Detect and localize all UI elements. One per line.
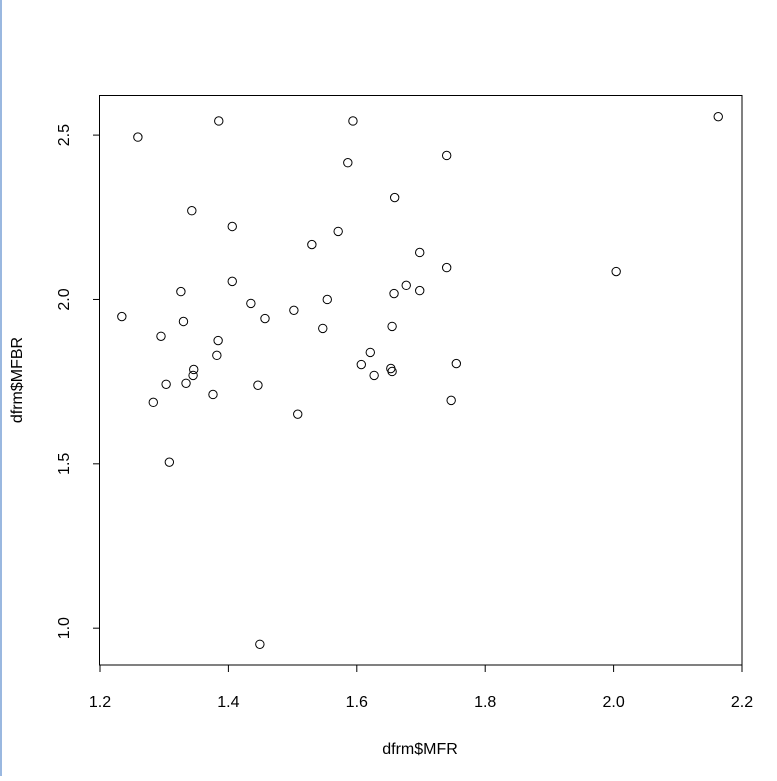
point: [187, 206, 197, 216]
point: [356, 359, 366, 370]
point: [348, 116, 358, 126]
point: [214, 116, 224, 126]
point: [318, 323, 328, 334]
y-tick-label: 2.5: [56, 124, 73, 146]
point: [133, 132, 143, 142]
point: [389, 288, 399, 299]
point: [212, 350, 222, 361]
point: [227, 276, 237, 287]
point: [260, 313, 270, 324]
point: [164, 457, 175, 467]
point: [713, 111, 723, 122]
point: [389, 192, 400, 203]
y-tick-label: 1.5: [56, 453, 73, 475]
point: [188, 370, 198, 381]
x-tick-label: 1.2: [89, 694, 111, 711]
point: [246, 298, 256, 309]
point: [611, 266, 621, 277]
x-tick-label: 1.6: [346, 694, 368, 711]
point: [213, 335, 223, 346]
point: [208, 389, 218, 400]
point: [387, 366, 397, 377]
point: [176, 286, 186, 297]
point: [333, 226, 343, 237]
point: [415, 285, 425, 296]
x-tick-label: 2.2: [731, 694, 753, 711]
point: [161, 379, 171, 389]
point: [401, 280, 411, 291]
point: [148, 397, 158, 408]
point: [293, 409, 303, 419]
y-axis-title: dfrm$MFBR: [9, 337, 26, 423]
point: [255, 639, 265, 649]
point: [156, 331, 166, 341]
y-tick-label: 2.0: [56, 288, 73, 310]
point: [181, 378, 191, 388]
point: [415, 247, 425, 258]
point: [441, 150, 452, 161]
point: [369, 370, 379, 381]
point: [322, 294, 332, 305]
point: [227, 221, 237, 232]
point: [343, 158, 353, 168]
point: [307, 239, 317, 250]
x-tick-label: 2.0: [602, 694, 624, 711]
plot-frame: [99, 95, 743, 666]
point: [253, 380, 263, 390]
point: [365, 347, 375, 358]
point: [117, 311, 127, 322]
y-tick-label: 1.0: [56, 617, 73, 639]
x-tick-label: 1.4: [217, 694, 239, 711]
point: [446, 395, 456, 406]
point: [178, 316, 189, 327]
point: [189, 364, 199, 375]
x-tick-label: 1.8: [474, 694, 496, 711]
point: [289, 305, 299, 316]
point: [441, 262, 452, 273]
window-edge: [0, 0, 2, 776]
x-axis-title: dfrm$MFR: [382, 741, 458, 758]
point: [387, 321, 397, 332]
point: [451, 358, 462, 369]
